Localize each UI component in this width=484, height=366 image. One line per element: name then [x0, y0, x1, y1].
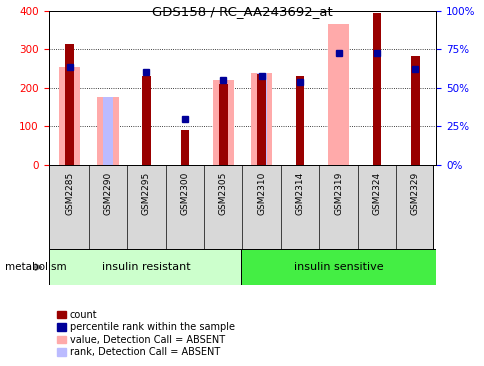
Bar: [257, 73, 266, 165]
Bar: [180, 130, 189, 165]
Text: GSM2300: GSM2300: [180, 171, 189, 215]
Text: GSM2295: GSM2295: [142, 171, 151, 215]
FancyBboxPatch shape: [48, 249, 240, 285]
Text: GSM2305: GSM2305: [218, 171, 227, 215]
FancyBboxPatch shape: [240, 249, 436, 285]
Bar: [212, 80, 233, 165]
Bar: [410, 56, 419, 165]
Bar: [142, 76, 151, 165]
Text: insulin sensitive: insulin sensitive: [293, 262, 382, 272]
Bar: [372, 13, 380, 165]
Bar: [295, 76, 304, 165]
Text: metabolism: metabolism: [5, 262, 66, 272]
Text: GSM2314: GSM2314: [295, 171, 304, 215]
Text: GSM2310: GSM2310: [257, 171, 266, 215]
Text: GSM2319: GSM2319: [333, 171, 342, 215]
Bar: [59, 67, 80, 165]
Bar: [65, 67, 74, 165]
Legend: count, percentile rank within the sample, value, Detection Call = ABSENT, rank, : count, percentile rank within the sample…: [53, 306, 238, 361]
Text: GSM2324: GSM2324: [372, 171, 381, 214]
Text: GDS158 / RC_AA243692_at: GDS158 / RC_AA243692_at: [152, 5, 332, 19]
Text: insulin resistant: insulin resistant: [102, 262, 190, 272]
FancyBboxPatch shape: [48, 165, 432, 249]
Text: GSM2290: GSM2290: [103, 171, 112, 215]
Bar: [103, 97, 113, 165]
Bar: [219, 84, 227, 165]
Text: GSM2285: GSM2285: [65, 171, 74, 215]
Bar: [97, 97, 119, 165]
Bar: [257, 74, 265, 165]
Bar: [65, 44, 74, 165]
Bar: [251, 73, 272, 165]
Bar: [410, 70, 419, 165]
Text: GSM2329: GSM2329: [410, 171, 419, 215]
Bar: [327, 25, 348, 165]
